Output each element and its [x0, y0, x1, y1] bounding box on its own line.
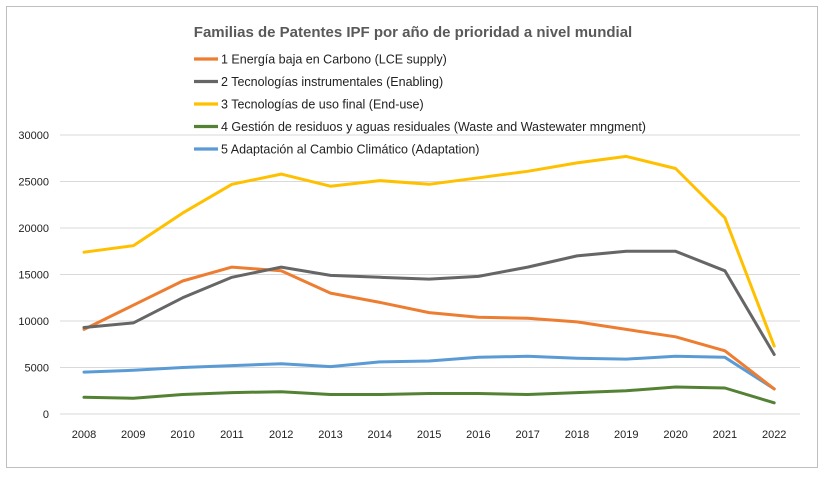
x-tick-label: 2013	[318, 429, 342, 441]
y-tick-label: 5000	[25, 363, 49, 375]
x-tick-label: 2012	[269, 429, 293, 441]
y-tick-label: 30000	[18, 130, 49, 142]
x-tick-label: 2010	[170, 429, 194, 441]
legend-label-4: 4 Gestión de residuos y aguas residuales…	[221, 120, 646, 134]
y-tick-label: 10000	[18, 316, 49, 328]
y-tick-label: 25000	[18, 177, 49, 189]
x-tick-label: 2018	[565, 429, 589, 441]
x-tick-label: 2011	[220, 429, 244, 441]
series-line-3	[82, 154, 776, 348]
legend-label-3: 3 Tecnologías de uso final (End-use)	[221, 98, 424, 112]
x-tick-label: 2021	[713, 429, 737, 441]
x-tick-label: 2017	[515, 429, 539, 441]
x-tick-label: 2016	[466, 429, 490, 441]
x-tick-label: 2015	[417, 429, 441, 441]
series-line-4	[82, 385, 776, 405]
y-axis-ticks: 0 5000 10000 15000 20000 25000 30000	[18, 130, 49, 421]
series-line-5	[82, 354, 776, 391]
legend-label-1: 1 Energía baja en Carbono (LCE supply)	[221, 53, 447, 67]
x-tick-label: 2009	[121, 429, 145, 441]
y-tick-label: 0	[43, 409, 49, 421]
x-tick-label: 2019	[614, 429, 638, 441]
x-axis-ticks: 2008 2009 2010 2011 2012 2013 2014 2015 2016 2017…	[72, 429, 787, 441]
x-tick-label: 2020	[663, 429, 687, 441]
y-tick-label: 15000	[18, 270, 49, 282]
legend: 1 Energía baja en Carbono (LCE supply) 2 …	[194, 53, 646, 157]
legend-label-2: 2 Tecnologías instrumentales (Enabling)	[221, 75, 443, 89]
gridlines	[60, 134, 800, 415]
legend-label-5: 5 Adaptación al Cambio Climático (Adapta…	[221, 143, 479, 157]
chart-frame	[6, 6, 818, 468]
series-line-1	[82, 265, 776, 391]
series-line-2	[82, 249, 776, 356]
y-tick-label: 20000	[18, 223, 49, 235]
chart-title: Familias de Patentes IPF por año de prio…	[194, 24, 632, 41]
series-lines	[82, 154, 776, 405]
x-tick-label: 2022	[762, 429, 786, 441]
x-tick-label: 2008	[72, 429, 96, 441]
x-tick-label: 2014	[368, 429, 392, 441]
